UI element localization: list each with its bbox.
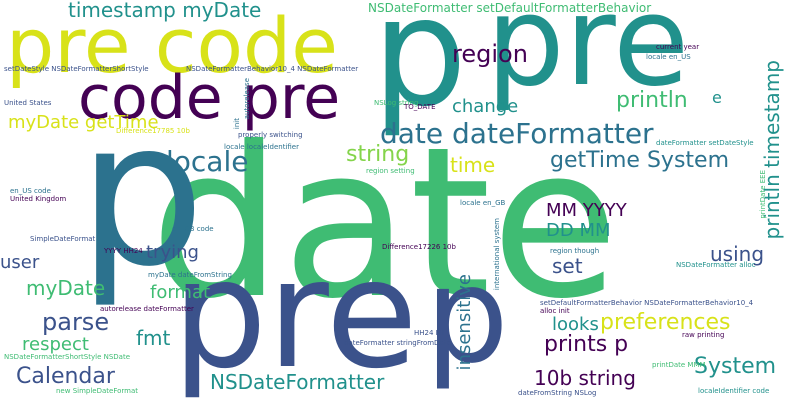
cloud-word: alloc init [540,307,570,315]
cloud-word: looks [552,314,599,335]
cloud-word: MM YYYY [546,200,627,221]
cloud-word: user [0,252,40,273]
cloud-word: international system [493,218,501,291]
cloud-word: localeIdentifier code [698,387,770,395]
cloud-word: string [346,142,410,167]
cloud-word: region setting [366,167,415,175]
cloud-word: NSDateFormatterShortStyle NSDate [4,353,131,361]
cloud-word: set [552,254,583,278]
cloud-word: pre [486,0,690,114]
cloud-word: getTime System [550,148,729,173]
cloud-word: setDefaultFormatterBehavior NSDateFormat… [540,299,754,307]
cloud-word: insensitive [454,274,475,371]
cloud-word: myDate getTime [8,112,159,133]
cloud-word: dateFromString NSLog [518,389,597,397]
cloud-word: current year [656,43,700,51]
cloud-word: TO_DATE [404,103,436,111]
cloud-word: United States [4,99,52,107]
cloud-word: autorelease dateFormatter [100,305,194,313]
cloud-word: Difference17785 10b [116,127,190,135]
cloud-word: DD MM [546,220,611,241]
cloud-word: pre [172,228,418,400]
cloud-word: format [150,282,211,303]
cloud-word: locale en_US [646,53,691,61]
cloud-word: code pre [78,63,341,133]
cloud-word: properly switching [238,131,303,139]
cloud-word: 10b string [534,366,636,390]
cloud-word: new SimpleDateFormat [56,387,138,395]
cloud-word: time [450,153,496,177]
cloud-word: respect [22,334,89,355]
cloud-word: en_GB code [172,225,214,233]
cloud-word: dateFormatter setDateStyle [656,139,754,147]
cloud-word: locale en_GB [460,199,506,207]
cloud-word: fmt [136,326,171,350]
cloud-word: region [452,40,528,68]
cloud-word: NSLog string [374,99,419,107]
cloud-word: autorelease [243,78,251,120]
cloud-word: region though [550,247,600,255]
cloud-word: NSDateFormatterBehavior10_4 NSDateFormat… [186,65,359,73]
cloud-word: myDate [26,276,106,300]
cloud-word: printDate MMM [652,361,706,369]
cloud-word: en_US code [10,187,51,195]
cloud-word: Difference17226 10b [382,243,456,251]
cloud-word: change [452,96,519,117]
cloud-word: e [712,88,722,107]
cloud-word: date [150,103,620,345]
cloud-word: using [710,242,765,266]
cloud-word: SimpleDateFormat [30,235,96,243]
cloud-word: timestamp myDate [68,0,262,22]
cloud-word: date dateFormatter [380,117,654,150]
cloud-word: United Kingdom [10,195,67,203]
cloud-word: NSDateFormatter alloc [676,261,756,269]
cloud-word: p [425,239,509,393]
cloud-word: dateFormatter stringFromDate [344,339,451,347]
cloud-word: preferences [600,310,731,335]
cloud-word: raw printing [682,331,725,339]
cloud-word: printDate EEE [759,170,767,219]
cloud-word: parse [42,308,110,336]
cloud-word: p [372,0,468,140]
cloud-word: NSDateFormatter [210,370,385,394]
cloud-word: println [616,88,688,113]
cloud-word: NSDateFormatter setDefaultFormatterBehav… [368,1,652,15]
cloud-word: HH24 MI [414,329,444,337]
cloud-word: locale [166,145,249,178]
cloud-word: myDate dateFromString [148,271,232,279]
cloud-word: p [78,78,205,311]
cloud-word: trying [146,242,199,263]
cloud-word: locale localeIdentifier [224,143,299,151]
cloud-word: Calendar [16,364,115,389]
cloud-word: YYYY HH24 [104,247,143,255]
cloud-word: System [694,354,777,379]
cloud-word: init [233,118,241,130]
cloud-word: pre code [6,1,339,90]
cloud-word: prints p [544,332,629,357]
cloud-word: setDateStyle NSDateFormatterShortStyle [4,65,149,73]
